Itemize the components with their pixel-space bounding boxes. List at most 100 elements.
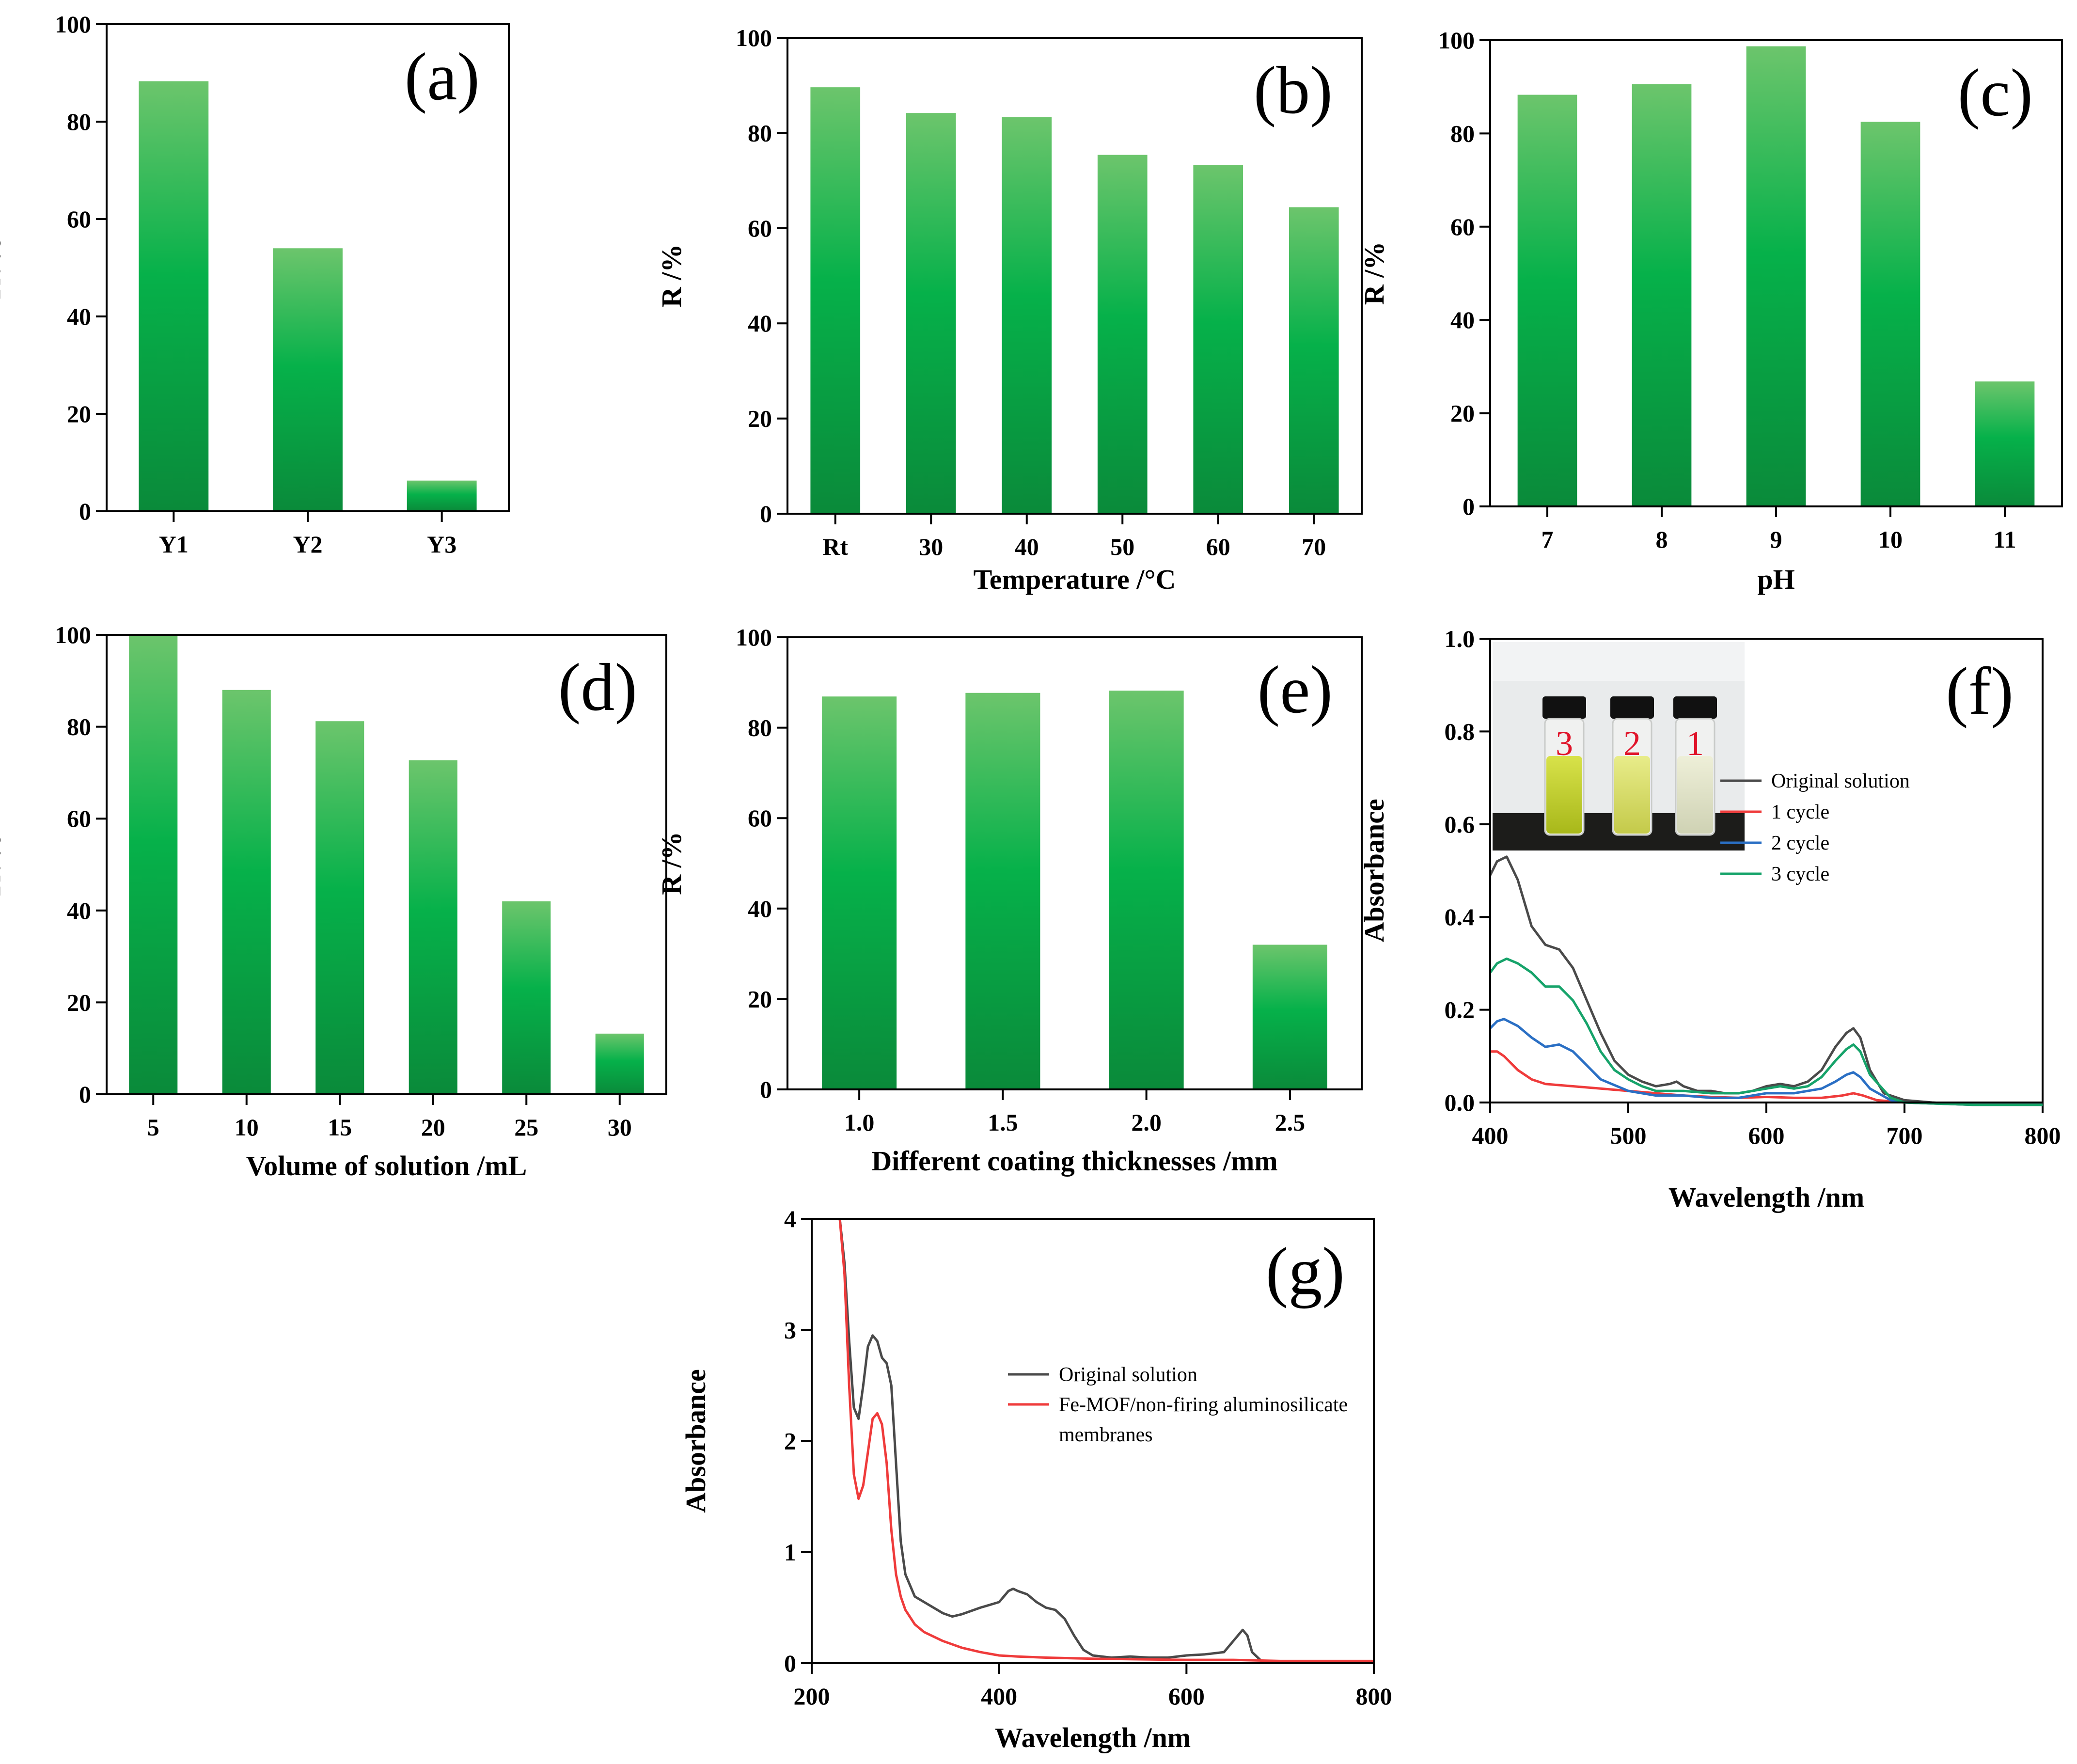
vial-2: 2	[1610, 696, 1654, 836]
x-tick-label: Y2	[293, 531, 322, 558]
y-tick-label: 0	[760, 500, 772, 527]
x-tick-label: Rt	[822, 533, 848, 560]
y-tick-label: 40	[67, 897, 91, 924]
panel-b: 0 20 40 60 80 100 Rt 30 40 50 60 70 Temperature /°C R…	[656, 24, 1363, 595]
x-tick-label: 5	[147, 1114, 159, 1141]
panel-a: 0 20 40 60 80 100 Y1 Y2 Y3 R /% (a)	[0, 11, 510, 558]
y-axis-title: Absorbance	[680, 1369, 711, 1512]
plot-frame	[106, 634, 667, 1095]
legend-label: 2 cycle	[1771, 832, 1829, 854]
x-tick-label: 11	[1993, 526, 2016, 553]
x-tick-label: 600	[1748, 1122, 1785, 1149]
bar	[407, 480, 477, 511]
y-tick-label: 40	[67, 303, 91, 330]
series-line	[1489, 1018, 2043, 1106]
plot-frame	[1489, 638, 2044, 1103]
y-tick-label: 100	[736, 24, 772, 51]
bar	[1252, 945, 1327, 1089]
y-tick-label: 100	[1438, 27, 1475, 54]
y-axis-title: R /%	[1358, 242, 1390, 305]
y-tick-label: 60	[67, 805, 91, 832]
y-axis-title: R /%	[656, 244, 687, 308]
y-tick-label: 100	[736, 624, 772, 651]
x-tick-label: 60	[1206, 533, 1230, 560]
series-line	[1489, 957, 2043, 1106]
x-tick-label: 2.0	[1131, 1109, 1162, 1136]
bar	[1289, 207, 1339, 514]
vial-3: 3	[1542, 696, 1586, 836]
x-axis-title: Different coating thicknesses /mm	[871, 1145, 1277, 1177]
y-axis-title: R /%	[656, 832, 687, 895]
series-line	[1489, 855, 2043, 1106]
y-tick-label: 0.8	[1445, 718, 1475, 745]
x-tick-label: 30	[608, 1114, 632, 1141]
x-tick-label: 50	[1110, 533, 1134, 560]
y-tick-label: 80	[1450, 120, 1475, 147]
bar	[822, 696, 897, 1089]
plot-frame	[106, 23, 510, 512]
y-tick-label: 0	[1463, 493, 1475, 520]
y-tick-label: 100	[55, 621, 91, 648]
x-tick-label: 7	[1542, 526, 1554, 553]
y-tick-label: 60	[748, 804, 772, 832]
panel-label: (a)	[405, 39, 480, 114]
x-tick-label: Y3	[427, 531, 456, 558]
series-line	[838, 1218, 1374, 1662]
bar	[273, 248, 343, 511]
bar	[1746, 46, 1806, 507]
legend-label: 1 cycle	[1771, 801, 1829, 823]
x-tick-label: 400	[1472, 1122, 1509, 1149]
x-tick-label: Y1	[159, 531, 189, 558]
y-tick-label: 60	[67, 205, 91, 233]
panel-g: 0 1 2 3 4 200 400 600 800 Original solution Fe-MOF…	[680, 1205, 1392, 1753]
bar	[1002, 117, 1052, 514]
legend-label: Fe-MOF/non-firing aluminosilicate membran…	[1059, 1394, 1348, 1446]
x-axis-title: Wavelength /nm	[1668, 1181, 1864, 1213]
bar	[1517, 94, 1577, 506]
x-tick-label: 20	[421, 1114, 445, 1141]
x-axis-title: Volume of solution /mL	[246, 1150, 527, 1181]
panel-label: (c)	[1958, 55, 2033, 130]
bar	[810, 87, 861, 514]
y-tick-label: 80	[67, 108, 91, 135]
bar	[1975, 381, 2035, 506]
y-tick-label: 20	[748, 405, 772, 432]
x-tick-label: 800	[1356, 1683, 1392, 1710]
panel-label: (e)	[1258, 652, 1333, 727]
x-tick-label: 2.5	[1275, 1109, 1306, 1136]
x-axis-title: Wavelength /nm	[995, 1722, 1191, 1753]
bar	[1632, 84, 1692, 507]
x-tick-label: 800	[2025, 1122, 2061, 1149]
x-tick-label: 1.5	[988, 1109, 1018, 1136]
y-tick-label: 80	[67, 713, 91, 740]
panel-c: 0 20 40 60 80 100 7 8 9 10 11 pH R /% (c)	[1358, 27, 2063, 595]
bar	[502, 901, 551, 1094]
y-tick-label: 0.4	[1445, 903, 1475, 930]
x-tick-label: 25	[514, 1114, 538, 1141]
bar	[1097, 155, 1148, 514]
y-tick-label: 80	[748, 119, 772, 146]
x-tick-label: 10	[1878, 526, 1903, 553]
y-tick-label: 20	[748, 985, 772, 1012]
x-tick-label: 400	[981, 1683, 1017, 1710]
y-axis-title: Absorbance	[1358, 799, 1390, 942]
vial-number-3: 3	[1556, 724, 1573, 763]
bar	[315, 721, 364, 1094]
bar	[595, 1033, 644, 1094]
y-tick-label: 3	[784, 1316, 796, 1343]
y-tick-label: 0	[784, 1650, 796, 1677]
bar	[1193, 165, 1243, 514]
bar	[1109, 691, 1184, 1089]
x-tick-label: 1.0	[844, 1109, 875, 1136]
vials-inset-photo: 3 2 1	[1493, 642, 1745, 850]
plot-frame	[787, 636, 1363, 1090]
y-tick-label: 1.0	[1445, 625, 1475, 652]
y-tick-label: 0	[79, 1081, 91, 1108]
y-tick-label: 40	[748, 895, 772, 922]
y-tick-label: 4	[784, 1205, 796, 1232]
x-tick-label: 15	[328, 1114, 352, 1141]
x-tick-label: 500	[1610, 1122, 1647, 1149]
y-tick-label: 0.0	[1445, 1089, 1475, 1116]
x-tick-label: 30	[919, 533, 943, 560]
y-tick-label: 2	[784, 1428, 796, 1455]
